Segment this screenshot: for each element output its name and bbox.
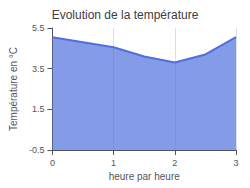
- svg-text:0: 0: [50, 158, 55, 168]
- svg-text:3.5: 3.5: [32, 64, 45, 74]
- svg-text:5.5: 5.5: [32, 23, 45, 33]
- svg-text:1: 1: [111, 158, 116, 168]
- svg-text:-0.5: -0.5: [29, 145, 45, 155]
- svg-text:Evolution de la température: Evolution de la température: [52, 8, 199, 22]
- svg-text:heure par heure: heure par heure: [109, 171, 181, 182]
- svg-text:3: 3: [233, 158, 238, 168]
- svg-text:1.5: 1.5: [32, 104, 45, 114]
- svg-text:2: 2: [172, 158, 177, 168]
- svg-text:Température en °C: Température en °C: [8, 47, 19, 131]
